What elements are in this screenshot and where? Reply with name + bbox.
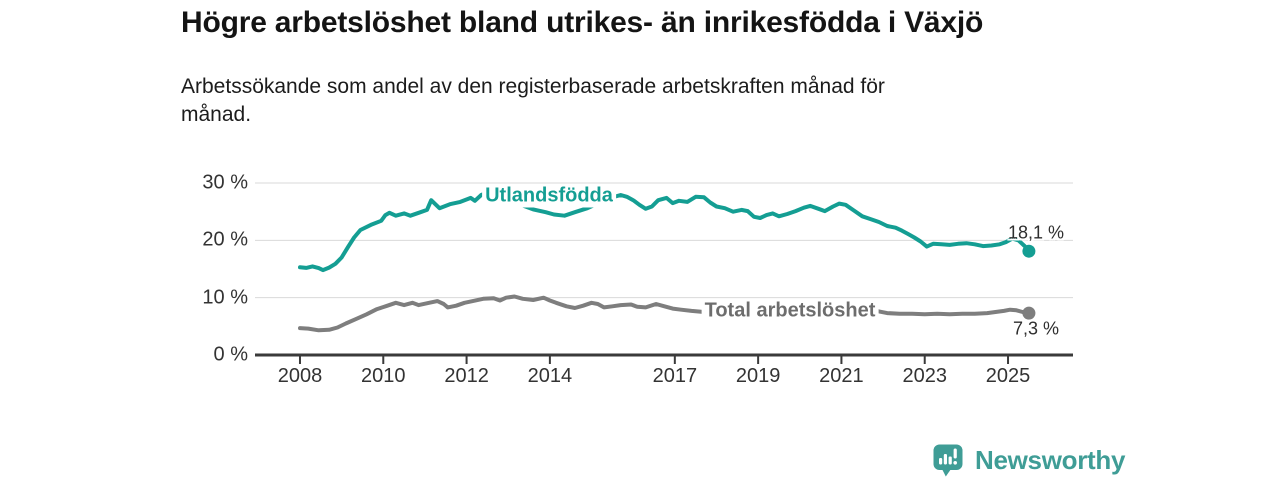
x-tick-label: 2021	[819, 365, 864, 387]
newsworthy-wordmark: Newsworthy	[975, 445, 1126, 475]
x-tick-label: 2014	[527, 365, 573, 387]
x-tick-label: 2012	[444, 365, 489, 387]
series-end-dot-total	[1022, 306, 1036, 320]
newsworthy-chart-bubble-icon	[933, 444, 963, 477]
x-tick-label: 2010	[361, 365, 406, 387]
series-line-utlandsfodda	[298, 191, 1031, 273]
chart-subtitle-line-2: månad.	[181, 103, 252, 126]
series-label-total-arbetsloshet: Total arbetslöshet	[701, 299, 879, 323]
x-tick-label: 2023	[902, 365, 947, 387]
x-tick-label: 2008	[277, 365, 323, 387]
y-tick-label: 20 %	[202, 228, 248, 251]
series-end-dot-utlandsfodda	[1022, 244, 1036, 258]
chart-subtitle-line-1: Arbetssökande som andel av den registerb…	[181, 75, 885, 98]
series-line-total	[298, 294, 1031, 333]
chart-title: Högre arbetslöshet bland utrikes- än inr…	[181, 6, 984, 39]
series-label-utlandsfodda: Utlandsfödda	[482, 184, 616, 208]
x-tick-label: 2025	[985, 365, 1031, 387]
y-tick-label: 0 %	[213, 343, 248, 366]
x-tick-label: 2019	[735, 365, 781, 387]
x-tick-label: 2017	[652, 365, 698, 387]
y-tick-label: 10 %	[202, 286, 248, 309]
newsworthy-logo: Newsworthy	[933, 444, 1125, 477]
end-value-label-utlandsfodda: 18,1 %	[1007, 222, 1065, 243]
end-value-label-total: 7,3 %	[1012, 318, 1060, 339]
y-tick-label: 30 %	[202, 171, 248, 194]
chart-subtitle: Arbetssökande som andel av den registerb…	[181, 73, 885, 129]
